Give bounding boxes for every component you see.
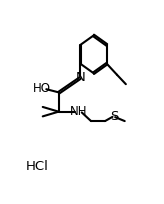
Text: NH: NH (70, 105, 87, 118)
Text: HO: HO (32, 82, 51, 95)
Text: S: S (110, 110, 118, 123)
Text: HCl: HCl (26, 160, 48, 173)
Text: N: N (75, 71, 85, 84)
